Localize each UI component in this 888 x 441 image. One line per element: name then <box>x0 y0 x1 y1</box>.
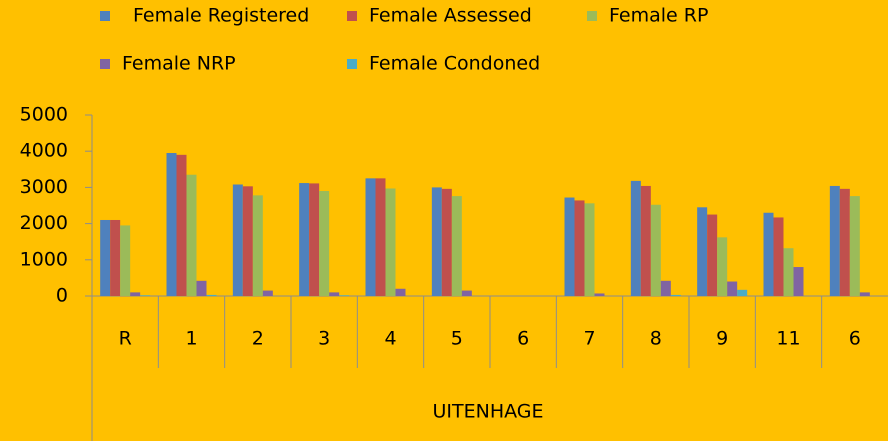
bar <box>329 292 340 296</box>
legend-label: Female Registered <box>133 5 309 27</box>
bar <box>584 203 595 296</box>
x-axis-label: UITENHAGE <box>432 401 543 423</box>
bar <box>431 187 442 296</box>
bar <box>120 225 131 296</box>
x-tick-label: 2 <box>252 328 264 350</box>
bar <box>375 178 386 296</box>
x-tick-label: 6 <box>517 328 529 350</box>
x-tick-label: 9 <box>716 328 728 350</box>
x-tick-label: 5 <box>451 328 463 350</box>
bar <box>339 295 350 296</box>
x-tick-label: 4 <box>384 328 396 350</box>
x-tick-label: 6 <box>849 328 861 350</box>
bar <box>100 219 111 296</box>
legend-label: Female Condoned <box>369 53 540 75</box>
bar <box>727 281 738 296</box>
bar <box>650 204 661 296</box>
bar <box>319 191 330 296</box>
bar <box>793 267 804 296</box>
bar <box>783 248 794 296</box>
bar <box>829 185 840 296</box>
y-tick-label: 5000 <box>20 104 68 126</box>
bar <box>839 188 850 296</box>
bar <box>849 196 860 296</box>
bar <box>232 184 243 296</box>
legend-swatch <box>347 11 357 21</box>
legend-swatch <box>100 11 110 21</box>
bar <box>859 292 870 296</box>
bar <box>574 200 585 296</box>
x-tick-label: 1 <box>185 328 197 350</box>
bar <box>737 289 748 296</box>
bar <box>309 183 320 296</box>
bar <box>697 207 708 296</box>
y-tick-label: 3000 <box>20 176 68 198</box>
bar <box>166 153 177 296</box>
bar <box>461 290 472 296</box>
bar <box>130 292 141 296</box>
bar <box>365 178 376 296</box>
legend-label: Female Assessed <box>369 5 532 27</box>
legend-label: Female RP <box>609 5 708 27</box>
y-tick-label: 0 <box>56 285 68 307</box>
bar <box>186 174 197 296</box>
bar <box>252 195 263 296</box>
bar <box>385 188 396 296</box>
bar <box>670 294 681 296</box>
bar <box>707 214 718 296</box>
bar <box>299 183 310 296</box>
bar <box>140 295 151 296</box>
bar <box>564 197 575 296</box>
bar <box>717 237 728 296</box>
x-tick-label: 11 <box>776 328 800 350</box>
bar <box>773 217 784 296</box>
legend-swatch <box>587 11 597 21</box>
bar <box>395 288 406 296</box>
bar <box>594 293 605 296</box>
y-tick-label: 4000 <box>20 140 68 162</box>
y-tick-label: 2000 <box>20 212 68 234</box>
x-tick-label: 3 <box>318 328 330 350</box>
y-tick-label: 1000 <box>20 248 68 270</box>
legend-label: Female NRP <box>122 53 236 75</box>
x-tick-label: 7 <box>583 328 595 350</box>
bar <box>176 154 187 296</box>
bar <box>242 186 253 296</box>
bar <box>206 294 217 296</box>
legend-swatch <box>347 59 357 69</box>
bar <box>640 185 651 296</box>
legend-swatch <box>100 59 110 69</box>
bar <box>451 196 462 296</box>
bar <box>262 290 273 296</box>
bar <box>110 219 121 296</box>
bar <box>196 280 207 296</box>
x-tick-label: 8 <box>650 328 662 350</box>
bar <box>441 188 452 296</box>
x-tick-label: R <box>119 328 132 350</box>
bar <box>660 280 671 296</box>
bar <box>763 212 774 296</box>
bar <box>630 180 641 296</box>
